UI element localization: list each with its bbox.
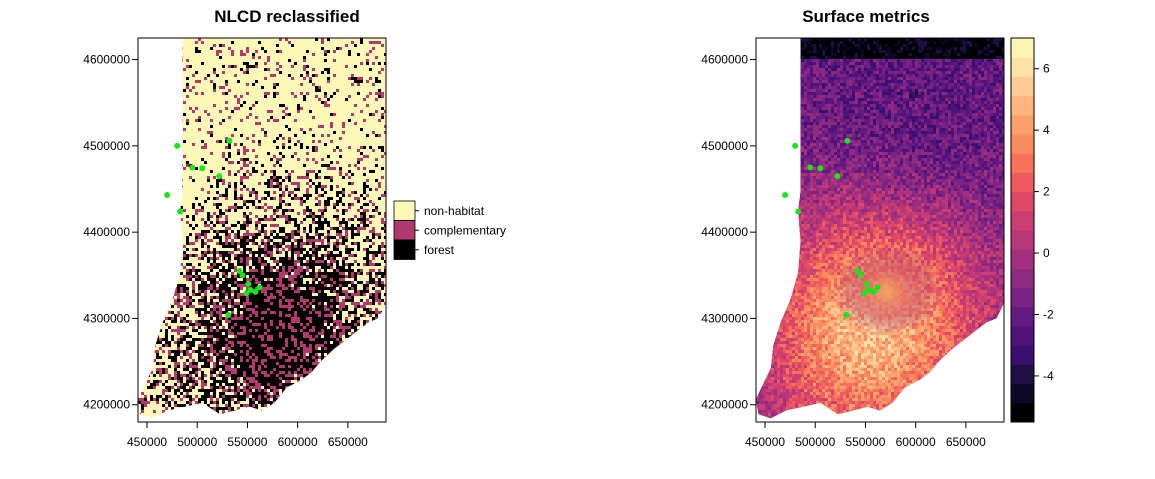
y-tick-label: 4200000 bbox=[701, 398, 748, 412]
colorbar-segment bbox=[1011, 364, 1034, 385]
y-tick-label: 4500000 bbox=[701, 139, 748, 153]
x-tick-label: 650000 bbox=[946, 435, 986, 449]
colorbar-segment bbox=[1011, 38, 1034, 58]
x-tick-label: 500000 bbox=[795, 435, 835, 449]
legend-label: forest bbox=[424, 243, 455, 257]
sample-point bbox=[247, 286, 254, 293]
colorbar-segment bbox=[1011, 383, 1034, 404]
colorbar-tick-label: -2 bbox=[1043, 307, 1054, 321]
colorbar-segment bbox=[1011, 345, 1034, 365]
colorbar-tick-label: 0 bbox=[1043, 246, 1050, 260]
colorbar-tick-label: 2 bbox=[1043, 185, 1050, 199]
left-legend: non-habitat complementary forest bbox=[393, 200, 506, 260]
right-x-axis: 450000 500000 550000 600000 650000 bbox=[745, 421, 986, 449]
sample-point bbox=[243, 290, 250, 297]
sample-point bbox=[226, 137, 233, 144]
left-raster bbox=[138, 38, 386, 419]
x-tick-label: 450000 bbox=[127, 435, 167, 449]
colorbar-frame bbox=[1010, 37, 1035, 423]
left-sample-points bbox=[164, 137, 263, 318]
colorbar-segment bbox=[1011, 306, 1034, 327]
sample-point bbox=[857, 272, 864, 279]
y-tick-label: 4500000 bbox=[83, 139, 130, 153]
legend-swatch bbox=[393, 220, 416, 241]
x-tick-label: 650000 bbox=[328, 435, 368, 449]
colorbar-segment bbox=[1011, 230, 1034, 250]
sample-point bbox=[177, 208, 184, 215]
legend-swatch bbox=[393, 200, 416, 221]
sample-point bbox=[782, 192, 789, 199]
y-tick-label: 4600000 bbox=[83, 53, 130, 67]
right-y-axis: 4200000 4300000 4400000 4500000 4600000 bbox=[701, 53, 757, 412]
legend-label: complementary bbox=[424, 223, 506, 237]
right-panel: Surface metrics 450000 500000 550000 600000… bbox=[701, 7, 1054, 449]
y-tick-label: 4400000 bbox=[83, 225, 130, 239]
sample-point bbox=[245, 280, 252, 287]
colorbar-segment bbox=[1011, 402, 1034, 423]
right-colorbar: 6 4 2 0 -2 -4 bbox=[1010, 37, 1054, 423]
sample-point bbox=[256, 284, 263, 291]
sample-point bbox=[865, 286, 872, 293]
left-y-axis: 4200000 4300000 4400000 4500000 4600000 bbox=[83, 53, 139, 412]
x-tick-label: 550000 bbox=[227, 435, 267, 449]
colorbar-segment bbox=[1011, 268, 1034, 289]
sample-point bbox=[236, 267, 243, 274]
x-tick-label: 600000 bbox=[896, 435, 936, 449]
sample-point bbox=[854, 267, 861, 274]
sample-point bbox=[844, 137, 851, 144]
colorbar-segment bbox=[1011, 57, 1034, 77]
colorbar-segment bbox=[1011, 172, 1034, 193]
colorbar-segment bbox=[1011, 76, 1034, 97]
colorbar-tick-label: 6 bbox=[1043, 62, 1050, 76]
right-sample-points bbox=[782, 137, 881, 318]
sample-point bbox=[817, 165, 824, 172]
sample-point bbox=[807, 164, 814, 171]
sample-point bbox=[199, 165, 206, 172]
colorbar-segment bbox=[1011, 249, 1034, 269]
right-raster bbox=[756, 38, 1004, 419]
colorbar-segment bbox=[1011, 326, 1034, 346]
sample-point bbox=[792, 142, 799, 149]
sample-point bbox=[216, 173, 223, 180]
left-x-axis: 450000 500000 550000 600000 650000 bbox=[127, 421, 368, 449]
colorbar-tick-label: -4 bbox=[1043, 369, 1054, 383]
colorbar-segment bbox=[1011, 153, 1034, 173]
right-title: Surface metrics bbox=[802, 7, 930, 26]
sample-point bbox=[870, 288, 877, 295]
sample-point bbox=[164, 192, 171, 199]
sample-point bbox=[239, 272, 246, 279]
y-tick-label: 4400000 bbox=[701, 225, 748, 239]
sample-point bbox=[189, 164, 196, 171]
sample-point bbox=[252, 288, 259, 295]
x-tick-label: 600000 bbox=[278, 435, 318, 449]
colorbar-segment bbox=[1011, 95, 1034, 116]
x-tick-label: 450000 bbox=[745, 435, 785, 449]
y-tick-label: 4300000 bbox=[83, 311, 130, 325]
legend-label: non-habitat bbox=[424, 204, 485, 218]
sample-point bbox=[834, 173, 841, 180]
colorbar-tick-label: 4 bbox=[1043, 123, 1050, 137]
x-tick-label: 550000 bbox=[845, 435, 885, 449]
sample-point bbox=[863, 280, 870, 287]
y-tick-label: 4200000 bbox=[83, 398, 130, 412]
sample-point bbox=[174, 142, 181, 149]
legend-swatch bbox=[393, 239, 416, 260]
sample-point bbox=[861, 290, 868, 297]
sample-point bbox=[874, 284, 881, 291]
y-tick-label: 4300000 bbox=[701, 311, 748, 325]
colorbar-segment bbox=[1011, 114, 1034, 135]
sample-point bbox=[225, 311, 232, 318]
colorbar-segment bbox=[1011, 287, 1034, 308]
colorbar-segment bbox=[1011, 134, 1034, 154]
sample-point bbox=[843, 311, 850, 318]
colorbar-segment bbox=[1011, 191, 1034, 212]
left-title: NLCD reclassified bbox=[214, 7, 360, 26]
colorbar-segment bbox=[1011, 210, 1034, 231]
left-panel: NLCD reclassified 450000 500000 550000 6000… bbox=[83, 7, 506, 449]
x-tick-label: 500000 bbox=[177, 435, 217, 449]
sample-point bbox=[795, 208, 802, 215]
y-tick-label: 4600000 bbox=[701, 53, 748, 67]
